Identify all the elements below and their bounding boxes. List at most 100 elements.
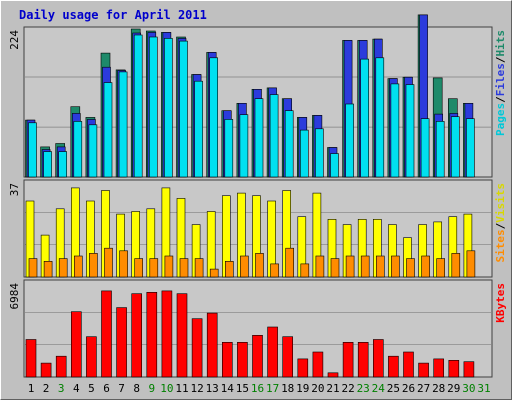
x-axis-labels: 1 2 3 4 5 6 7 8 9 10 11 12 13 14 15 16 17 18 19 20 21 22 23 24 2… xyxy=(28,382,491,395)
pages-bar xyxy=(209,57,218,178)
legend-sep-3: / xyxy=(494,222,507,229)
chart-title: Daily usage for April 2011 xyxy=(19,8,207,22)
kbytes-bar xyxy=(222,341,233,378)
sites-bar xyxy=(194,258,204,278)
kbytes-legend: KBytes xyxy=(494,283,507,323)
sites-bar xyxy=(375,255,385,278)
kbytes-bar xyxy=(388,355,399,378)
x-tick-label: 9 xyxy=(148,382,155,395)
x-tick-label: 1 xyxy=(28,382,35,395)
legend-pages: Pages xyxy=(494,103,507,136)
x-tick-label: 24 xyxy=(372,382,386,395)
sites-bar xyxy=(391,255,400,278)
x-tick-label: 3 xyxy=(58,382,65,395)
pages-bar xyxy=(284,110,294,178)
kbytes-bar xyxy=(191,318,203,378)
pages-bar xyxy=(254,98,264,178)
sites-bar xyxy=(451,253,461,278)
requests-legend: Pages/Files/Hits xyxy=(494,30,507,136)
sites-bar xyxy=(421,255,430,278)
sites-bar xyxy=(255,253,264,278)
pages-bar xyxy=(103,82,113,178)
sites-bar xyxy=(43,260,53,278)
kbytes-bar xyxy=(116,307,127,378)
kbytes-bar xyxy=(25,339,37,378)
sites-bar xyxy=(330,258,340,278)
pages-bar xyxy=(330,153,339,178)
sites-bar xyxy=(149,258,159,278)
pages-bar xyxy=(224,119,234,178)
kbytes-bar xyxy=(40,362,52,378)
pages-bar xyxy=(315,128,324,178)
kbytes-bar xyxy=(252,334,263,378)
pages-bar xyxy=(43,151,52,178)
x-tick-label: 20 xyxy=(311,382,324,395)
x-tick-label: 22 xyxy=(341,382,354,395)
legend-visits: Visits xyxy=(494,183,507,223)
sites-bar xyxy=(240,255,249,278)
pages-bar xyxy=(299,129,309,178)
x-tick-label: 4 xyxy=(73,382,80,395)
pages-bar xyxy=(360,58,370,178)
pages-bar xyxy=(149,36,158,178)
x-tick-label: 13 xyxy=(206,382,219,395)
sites-bar xyxy=(134,258,143,278)
kbytes-bar xyxy=(267,326,278,378)
sites-bar xyxy=(119,250,128,278)
pages-bar xyxy=(375,57,385,178)
sites-bar xyxy=(164,255,174,278)
x-tick-label: 6 xyxy=(103,382,110,395)
legend-kbytes: KBytes xyxy=(494,283,507,323)
sites-bar xyxy=(285,247,295,278)
x-tick-label: 18 xyxy=(281,382,294,395)
x-tick-label: 2 xyxy=(43,382,50,395)
x-tick-label: 26 xyxy=(402,382,415,395)
x-tick-label: 28 xyxy=(432,382,445,395)
x-tick-label: 27 xyxy=(417,382,430,395)
sites-bar xyxy=(179,258,189,278)
kbytes-bar xyxy=(312,351,324,378)
sites-bar xyxy=(225,260,234,278)
pages-bar xyxy=(73,121,83,178)
legend-sep-1: / xyxy=(494,96,507,103)
pages-bar xyxy=(239,114,249,178)
x-tick-label: 12 xyxy=(190,382,203,395)
pages-bar xyxy=(420,118,430,178)
x-tick-label: 23 xyxy=(357,382,370,395)
kbytes-bar xyxy=(418,362,429,378)
sites-bar xyxy=(315,255,325,278)
pages-bar xyxy=(164,38,173,178)
kbytes-bar xyxy=(433,358,445,378)
legend-sites: Sites xyxy=(494,229,507,262)
x-tick-label: 14 xyxy=(221,382,235,395)
kbytes-bar xyxy=(146,291,158,378)
kbytes-bar xyxy=(282,336,294,378)
sites-bar xyxy=(270,263,279,278)
kbytes-bar xyxy=(206,312,218,378)
x-tick-label: 21 xyxy=(326,382,339,395)
x-tick-label: 25 xyxy=(387,382,400,395)
visitors-legend: Sites/Visits xyxy=(494,183,507,263)
legend-sep-2: / xyxy=(494,56,507,63)
kbytes-bar xyxy=(101,290,112,378)
kbytes-bar xyxy=(463,361,475,378)
sites-bar xyxy=(436,258,446,278)
pages-bar xyxy=(269,94,279,178)
pages-bar xyxy=(345,103,354,178)
kbytes-bar xyxy=(372,339,384,378)
x-tick-label: 19 xyxy=(296,382,309,395)
sites-bar xyxy=(300,263,310,278)
pages-bar xyxy=(133,34,143,178)
visits-bar xyxy=(206,211,216,278)
kbytes-ymax-label: 6984 xyxy=(8,283,21,310)
sites-bar xyxy=(466,250,476,278)
kbytes-bar xyxy=(131,293,142,378)
x-tick-label: 8 xyxy=(133,382,140,395)
kbytes-bar xyxy=(176,293,188,378)
x-tick-label: 15 xyxy=(236,382,249,395)
sites-bar xyxy=(406,258,415,278)
requests-ymax-label: 224 xyxy=(8,30,21,50)
kbytes-bar xyxy=(327,372,339,378)
sites-bar xyxy=(209,268,219,278)
